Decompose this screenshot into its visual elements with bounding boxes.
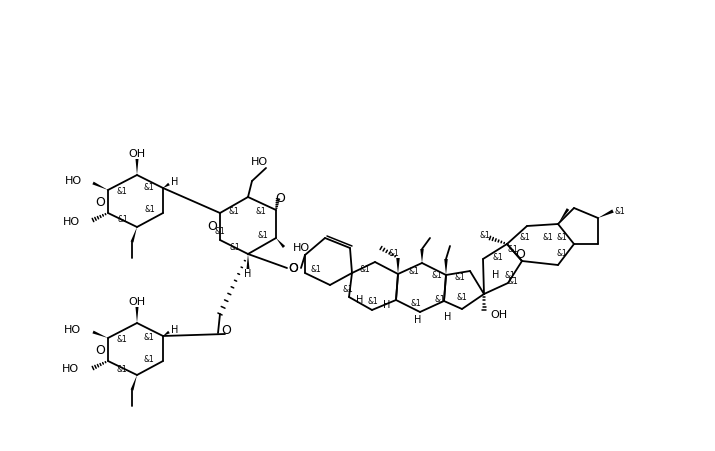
- Text: &1: &1: [435, 295, 445, 304]
- Polygon shape: [444, 259, 448, 275]
- Polygon shape: [163, 183, 170, 188]
- Text: HO: HO: [250, 157, 267, 167]
- Polygon shape: [136, 307, 139, 323]
- Text: &1: &1: [508, 245, 518, 254]
- Text: O: O: [515, 249, 525, 262]
- Text: &1: &1: [118, 216, 129, 225]
- Polygon shape: [131, 227, 137, 243]
- Text: H: H: [414, 315, 422, 325]
- Text: &1: &1: [256, 207, 267, 216]
- Text: H: H: [383, 300, 390, 310]
- Text: HO: HO: [65, 176, 82, 186]
- Text: &1: &1: [342, 285, 353, 295]
- Polygon shape: [598, 209, 613, 218]
- Text: &1: &1: [310, 266, 321, 275]
- Text: &1: &1: [556, 249, 568, 258]
- Text: &1: &1: [455, 273, 465, 282]
- Text: &1: &1: [457, 294, 468, 303]
- Text: &1: &1: [410, 299, 421, 308]
- Polygon shape: [276, 238, 285, 248]
- Text: &1: &1: [368, 298, 378, 307]
- Text: &1: &1: [543, 233, 553, 241]
- Text: &1: &1: [520, 234, 531, 243]
- Text: &1: &1: [480, 231, 490, 240]
- Text: H: H: [245, 269, 252, 279]
- Text: &1: &1: [615, 207, 626, 216]
- Text: &1: &1: [117, 187, 127, 195]
- Text: &1: &1: [493, 253, 503, 262]
- Polygon shape: [136, 159, 139, 175]
- Text: H: H: [493, 270, 500, 280]
- Polygon shape: [92, 331, 108, 338]
- Text: &1: &1: [144, 184, 154, 193]
- Text: HO: HO: [293, 243, 310, 253]
- Text: &1: &1: [360, 266, 370, 275]
- Text: &1: &1: [117, 335, 127, 344]
- Polygon shape: [92, 182, 108, 190]
- Text: &1: &1: [230, 243, 240, 252]
- Text: &1: &1: [144, 332, 154, 341]
- Text: &1: &1: [505, 271, 516, 280]
- Text: &1: &1: [117, 364, 127, 373]
- Polygon shape: [247, 254, 250, 269]
- Text: O: O: [207, 221, 217, 234]
- Text: O: O: [95, 195, 105, 208]
- Polygon shape: [396, 258, 400, 274]
- Text: OH: OH: [129, 297, 146, 307]
- Text: H: H: [444, 312, 452, 322]
- Text: HO: HO: [63, 217, 80, 227]
- Polygon shape: [131, 375, 137, 391]
- Text: &1: &1: [257, 231, 268, 240]
- Text: &1: &1: [389, 249, 400, 258]
- Text: H: H: [356, 295, 364, 305]
- Text: O: O: [288, 262, 298, 275]
- Text: O: O: [221, 323, 231, 336]
- Text: OH: OH: [129, 149, 146, 159]
- Text: &1: &1: [432, 271, 443, 280]
- Polygon shape: [558, 208, 569, 224]
- Text: &1: &1: [409, 267, 420, 276]
- Text: &1: &1: [508, 276, 518, 285]
- Text: O: O: [95, 344, 105, 356]
- Text: HO: HO: [62, 364, 79, 374]
- Polygon shape: [163, 331, 170, 336]
- Polygon shape: [420, 249, 424, 263]
- Text: H: H: [172, 325, 179, 335]
- Text: &1: &1: [144, 206, 155, 215]
- Text: O: O: [275, 193, 285, 206]
- Text: HO: HO: [64, 325, 81, 335]
- Text: H: H: [172, 177, 179, 187]
- Text: O: O: [288, 262, 298, 275]
- Text: &1: &1: [144, 355, 154, 364]
- Text: &1: &1: [556, 233, 568, 241]
- Text: &1: &1: [214, 227, 225, 236]
- Text: &1: &1: [229, 207, 240, 216]
- Text: OH: OH: [490, 310, 507, 320]
